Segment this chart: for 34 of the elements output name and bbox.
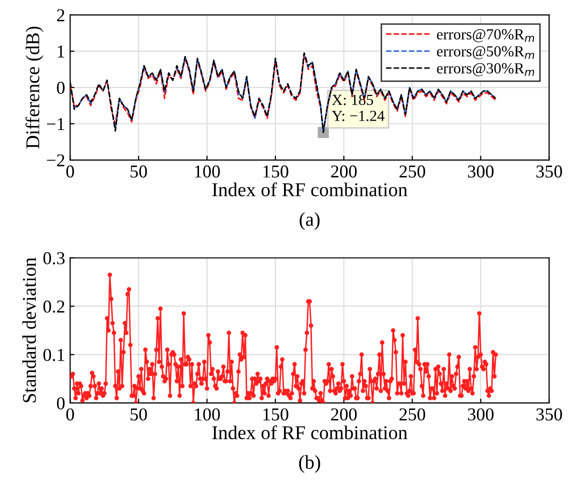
x-tick-label: 300 <box>468 408 494 421</box>
y-tick-label: 0.1 <box>43 348 64 362</box>
y-axis-title: Difference (dB) <box>25 26 44 149</box>
y-tick-label: 0 <box>56 82 65 94</box>
x-tick-label: 300 <box>468 165 494 178</box>
x-tick-label: 150 <box>263 165 288 178</box>
y-tick-label: −1 <box>46 118 64 130</box>
x-tick-label: 200 <box>331 165 357 178</box>
x-tick-label: 50 <box>130 408 147 421</box>
x-tick-label: 0 <box>66 408 74 421</box>
text: (b) <box>299 455 320 473</box>
x-axis-title: Index of RF combination <box>212 182 408 196</box>
y-tick-label: 1 <box>58 46 64 58</box>
x-tick-label: 250 <box>400 408 426 421</box>
y-tick-label: 0 <box>56 397 65 410</box>
x-tick-label: 150 <box>263 408 288 421</box>
x-tick-label: 0 <box>66 165 74 178</box>
y-tick-label: 2 <box>57 9 64 22</box>
x-tick-label: 100 <box>195 165 220 178</box>
y-tick-label: −2 <box>46 154 64 166</box>
y-tick-label: 0.2 <box>43 300 64 313</box>
legend-label: errors@50%R$_{m}$ <box>436 46 534 60</box>
x-tick-label: 350 <box>536 408 562 421</box>
x-tick-label: 350 <box>536 165 562 178</box>
text: (a) <box>300 212 320 230</box>
x-tick-label: 100 <box>195 408 220 421</box>
legend-label: errors@30%R$_{m}$ <box>436 63 534 76</box>
legend-label: errors@70%R$_{m}$ <box>436 29 534 42</box>
y-tick-label: 0.3 <box>43 252 65 264</box>
x-tick-label: 50 <box>130 165 147 178</box>
x-tick-label: 200 <box>331 408 357 421</box>
x-tick-label: 250 <box>400 165 426 178</box>
x-axis-title: Index of RF combination <box>212 425 408 440</box>
y-axis-title: Standard deviation <box>22 258 36 402</box>
